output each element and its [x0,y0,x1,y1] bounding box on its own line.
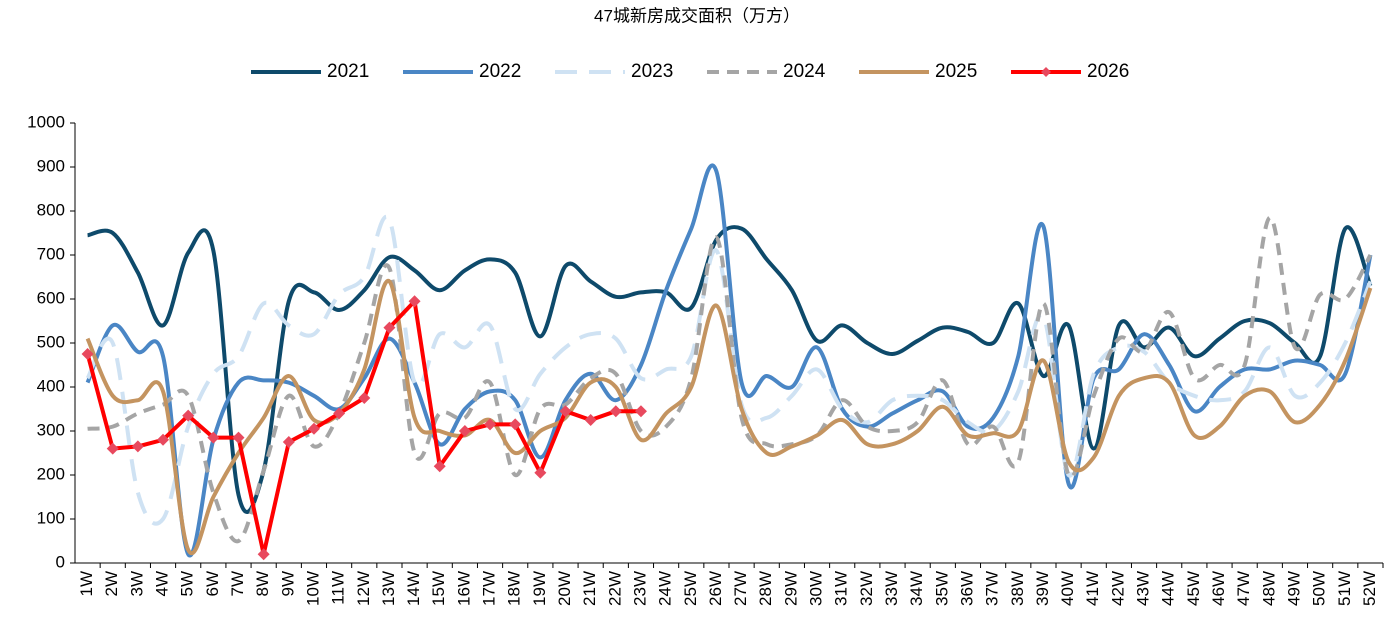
y-tick-label: 1000 [27,112,65,131]
x-tick-label: 30W [807,571,826,606]
legend-label: 2024 [783,61,826,82]
legend-label: 2022 [479,61,521,82]
x-tick-label: 15W [429,571,448,606]
point-marker [358,392,371,404]
point-marker [207,431,220,444]
x-tick-label: 32W [857,571,876,606]
x-tick-label: 41W [1083,571,1102,606]
x-tick-label: 34W [907,571,926,606]
x-tick-label: 26W [706,571,725,606]
x-tick-label: 8W [253,571,272,597]
y-tick-label: 800 [37,200,65,219]
point-marker [81,348,94,360]
series-line [85,214,1373,526]
point-marker [509,418,522,431]
x-tick-label: 39W [1033,571,1052,606]
y-tick-label: 200 [37,464,65,483]
point-marker [106,442,119,455]
x-tick-label: 43W [1134,571,1153,606]
x-tick-label: 18W [505,571,524,606]
legend-label: 2026 [1087,61,1129,82]
point-marker [282,436,295,448]
legend-marker [1041,67,1051,77]
y-tick-label: 900 [37,156,65,175]
x-tick-label: 51W [1335,571,1354,606]
x-tick-label: 27W [731,571,750,606]
x-tick-label: 17W [480,571,499,606]
x-tick-label: 5W [178,571,197,597]
x-tick-label: 25W [681,571,700,606]
x-tick-label: 33W [882,571,901,606]
y-tick-label: 500 [37,332,65,351]
x-tick-label: 24W [656,571,675,606]
point-marker [484,418,497,431]
point-marker [584,414,597,426]
x-tick-label: 16W [454,571,473,606]
x-tick-label: 37W [983,571,1002,606]
x-tick-label: 11W [329,571,348,605]
y-tick-label: 100 [37,508,65,527]
x-tick-label: 50W [1310,571,1329,606]
x-tick-label: 49W [1284,571,1303,606]
x-tick-label: 45W [1184,571,1203,606]
x-tick-label: 19W [530,571,549,606]
point-marker [182,409,195,422]
x-tick-label: 52W [1360,571,1379,606]
x-tick-label: 10W [303,571,322,606]
x-tick-label: 44W [1159,571,1178,606]
point-marker [458,425,471,437]
x-tick-label: 38W [1008,571,1027,606]
x-tick-label: 21W [580,571,599,606]
series-line [85,163,1373,558]
x-tick-label: 3W [127,571,146,597]
legend-label: 2021 [327,61,369,82]
series-line [87,215,1373,544]
point-marker [157,433,170,446]
y-tick-label: 400 [37,376,65,395]
x-tick-label: 1W [77,571,96,597]
x-tick-label: 42W [1108,571,1127,606]
point-marker [131,440,144,453]
x-tick-label: 9W [278,571,297,597]
point-marker [383,321,396,334]
x-tick-label: 35W [932,571,951,606]
x-tick-label: 40W [1058,571,1077,606]
y-tick-label: 0 [56,552,65,571]
x-tick-label: 20W [555,571,574,606]
series-line [85,279,1373,556]
x-tick-label: 28W [756,571,775,606]
x-tick-label: 46W [1209,571,1228,606]
point-marker [433,460,446,473]
y-tick-label: 300 [37,420,65,439]
legend-label: 2025 [935,61,977,82]
x-tick-label: 23W [630,571,649,606]
point-marker [609,405,622,418]
x-tick-label: 4W [153,571,172,597]
x-tick-label: 13W [379,571,398,606]
legend-label: 2023 [631,61,673,82]
point-marker [333,407,346,420]
x-tick-label: 29W [781,571,800,606]
chart-title: 47城新房成交面积（万方） [594,6,800,25]
point-marker [307,422,320,435]
point-marker [534,466,547,479]
x-tick-label: 14W [404,571,423,606]
point-marker [559,405,572,418]
x-tick-label: 22W [605,571,624,606]
y-tick-label: 700 [37,244,65,263]
x-tick-label: 31W [832,571,851,606]
x-tick-label: 36W [957,571,976,606]
x-tick-label: 48W [1259,571,1278,606]
point-marker [257,548,270,561]
x-tick-label: 6W [203,571,222,597]
point-marker [232,431,245,444]
point-marker [634,405,647,418]
x-tick-label: 12W [354,571,373,606]
point-marker [408,295,421,308]
x-tick-label: 7W [228,571,247,597]
x-tick-label: 47W [1234,571,1253,606]
x-tick-label: 2W [102,571,121,597]
y-tick-label: 600 [37,288,65,307]
